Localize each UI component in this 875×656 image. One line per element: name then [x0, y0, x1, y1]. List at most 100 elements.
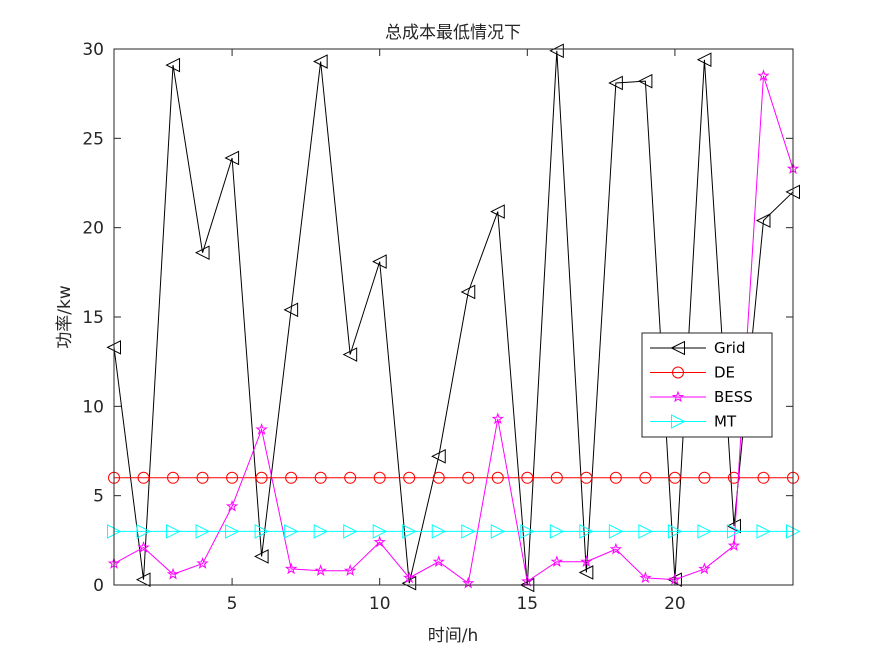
- data-point-mt: [520, 524, 535, 539]
- y-tick-label: 10: [82, 397, 104, 417]
- legend-label: Grid: [714, 339, 745, 357]
- data-point-grid: [490, 204, 505, 219]
- data-point-grid: [549, 43, 564, 59]
- data-point-mt: [726, 524, 742, 539]
- data-point-bess: [757, 69, 770, 82]
- data-point-de: [314, 471, 327, 484]
- data-point-grid: [608, 75, 623, 91]
- data-point-de: [698, 471, 711, 484]
- data-point-grid: [726, 518, 741, 534]
- data-point-de: [226, 471, 239, 484]
- series-layer: [106, 43, 801, 593]
- data-point-bess: [550, 555, 564, 568]
- x-tick-label: 20: [664, 594, 686, 614]
- data-point-mt: [667, 524, 683, 539]
- data-point-de: [668, 471, 681, 484]
- legend-label: DE: [714, 364, 735, 382]
- data-point-mt: [638, 524, 654, 539]
- series-line-grid: [113, 50, 794, 586]
- data-point-bess: [343, 564, 357, 576]
- data-point-bess: [314, 564, 327, 576]
- data-point-mt: [402, 524, 417, 539]
- legend-marker: [670, 340, 685, 356]
- y-tick-label: 0: [93, 576, 104, 596]
- data-point-grid: [696, 52, 712, 68]
- data-point-grid: [224, 150, 240, 166]
- data-point-de: [403, 471, 416, 484]
- legend: Grid DE BESS MT: [641, 332, 773, 438]
- data-point-mt: [372, 524, 388, 539]
- legend-marker: [671, 390, 685, 403]
- data-point-mt: [343, 524, 358, 539]
- data-point-grid: [755, 213, 771, 228]
- data-point-de: [432, 471, 445, 484]
- data-point-de: [285, 471, 298, 484]
- data-point-mt: [431, 524, 447, 539]
- legend-box: [641, 332, 773, 438]
- data-point-de: [196, 471, 209, 484]
- data-point-de: [462, 471, 475, 484]
- data-point-de: [137, 471, 150, 484]
- y-tick-label: 20: [82, 219, 104, 239]
- data-point-bess: [166, 567, 180, 580]
- data-point-bess: [255, 423, 268, 435]
- legend-label: BESS: [714, 388, 753, 406]
- data-point-bess: [609, 542, 623, 555]
- y-tick-label: 5: [93, 487, 104, 507]
- data-point-bess: [225, 499, 239, 512]
- data-point-mt: [608, 524, 624, 539]
- data-point-mt: [697, 524, 713, 539]
- y-tick-label: 30: [82, 40, 104, 60]
- data-point-de: [491, 471, 504, 484]
- data-point-de: [255, 471, 268, 484]
- tick-layer: 5 10 15 20 0 5 10 15 20 25 30: [82, 40, 793, 614]
- data-point-grid: [460, 284, 476, 300]
- data-point-de: [344, 471, 357, 484]
- data-point-bess: [284, 562, 298, 575]
- data-point-mt: [490, 524, 506, 539]
- data-point-de: [580, 471, 593, 484]
- data-point-mt: [756, 524, 772, 539]
- data-point-grid: [637, 73, 653, 89]
- x-tick-label: 5: [227, 594, 238, 614]
- data-point-mt: [579, 524, 594, 539]
- data-point-bess: [196, 557, 209, 569]
- data-point-bess: [491, 412, 504, 425]
- data-point-de: [609, 471, 622, 484]
- data-point-bess: [403, 571, 416, 584]
- data-point-mt: [254, 524, 270, 539]
- data-point-grid: [194, 245, 210, 260]
- data-point-grid: [135, 572, 151, 587]
- data-point-grid: [253, 549, 269, 564]
- data-point-de: [373, 471, 386, 484]
- data-point-de: [639, 471, 652, 484]
- data-point-mt: [225, 524, 240, 539]
- data-point-grid: [578, 565, 594, 580]
- y-tick-label: 25: [82, 129, 104, 149]
- data-point-grid: [431, 449, 446, 464]
- legend-marker: [671, 414, 686, 429]
- data-point-mt: [166, 524, 181, 539]
- data-point-bess: [727, 539, 741, 551]
- data-point-grid: [342, 347, 358, 362]
- data-point-mt: [313, 524, 329, 539]
- data-point-de: [727, 471, 740, 484]
- y-tick-label: 15: [82, 308, 104, 328]
- data-point-mt: [195, 524, 211, 539]
- y-axis-label: 功率/kw: [55, 285, 75, 349]
- data-point-mt: [461, 524, 476, 539]
- data-point-de: [757, 471, 770, 484]
- data-point-de: [167, 471, 180, 484]
- data-point-mt: [284, 524, 299, 539]
- data-point-bess: [580, 555, 593, 568]
- chart-title: 总成本最低情况下: [385, 23, 521, 43]
- x-tick-label: 15: [516, 594, 538, 614]
- data-point-de: [550, 471, 563, 484]
- data-point-bess: [432, 555, 445, 568]
- x-tick-label: 10: [369, 594, 391, 614]
- data-point-grid: [165, 57, 181, 73]
- series-de: [108, 471, 799, 484]
- data-point-grid: [372, 254, 387, 269]
- data-point-de: [521, 471, 534, 484]
